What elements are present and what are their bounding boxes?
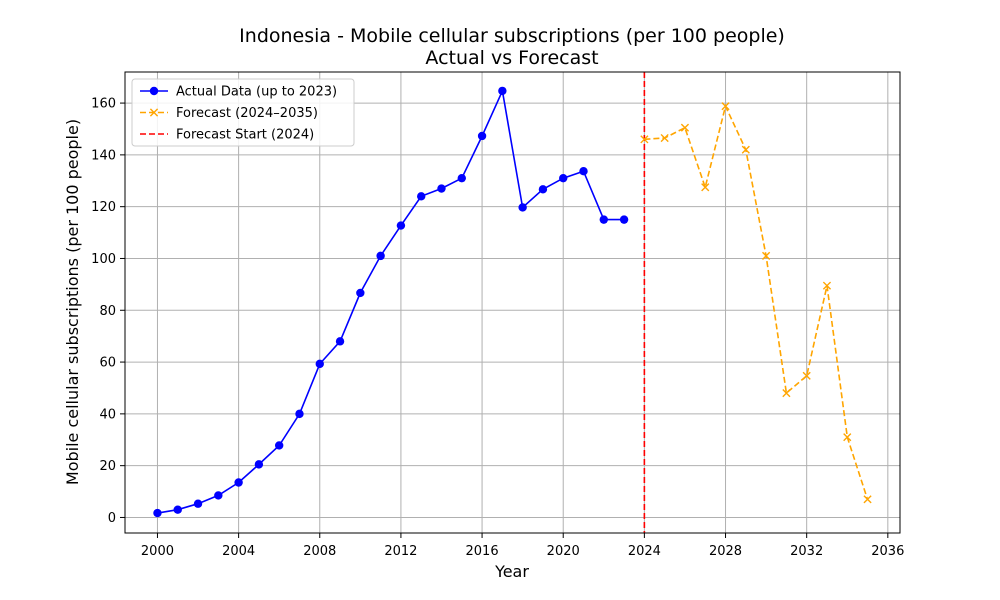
data-point	[477, 131, 487, 141]
series-line-1	[644, 103, 869, 500]
legend: Actual Data (up to 2023) Forecast (2024–2…	[131, 78, 355, 147]
data-point	[741, 145, 750, 154]
data-point	[173, 505, 182, 514]
x-tick-label: 2004	[222, 544, 255, 559]
x-tick-label: 2016	[466, 544, 499, 559]
data-point	[559, 173, 568, 183]
y-tick-label: 0	[108, 511, 116, 526]
data-point	[274, 441, 284, 450]
data-point	[295, 409, 304, 419]
data-point	[417, 192, 426, 201]
x-axis: 2000 2004 2008 2012 2016 2020 2024 2028 2032 2036	[141, 533, 904, 559]
data-point	[254, 460, 264, 469]
legend-label: Forecast (2024–2035)	[176, 106, 318, 121]
data-point	[721, 102, 730, 111]
data-point	[376, 251, 385, 261]
x-axis-label: Year	[494, 562, 529, 581]
data-point	[599, 215, 608, 224]
data-point	[518, 203, 527, 212]
y-axis-label: Mobile cellular subscriptions (per 100 p…	[63, 119, 82, 485]
data-point	[863, 495, 872, 504]
y-tick-label: 100	[91, 252, 116, 267]
data-point	[153, 508, 162, 518]
y-tick-label: 80	[99, 304, 116, 319]
data-point	[437, 184, 446, 193]
x-tick-label: 2032	[790, 544, 823, 559]
x-tick-label: 2028	[709, 544, 742, 559]
x-tick-label: 2008	[303, 544, 336, 559]
data-point	[579, 166, 588, 176]
x-tick-label: 2020	[547, 544, 580, 559]
data-point	[782, 389, 791, 398]
grid	[125, 72, 900, 533]
x-tick-label: 2000	[141, 544, 174, 559]
y-tick-label: 60	[99, 356, 116, 371]
y-tick-label: 20	[99, 459, 116, 474]
data-point	[538, 185, 548, 194]
y-tick-label: 140	[91, 148, 116, 163]
y-tick-label: 160	[91, 97, 116, 112]
x-tick-label: 2012	[384, 544, 417, 559]
chart-title: Indonesia - Mobile cellular subscription…	[239, 25, 785, 47]
data-point	[356, 288, 365, 298]
chart-subtitle: Actual vs Forecast	[425, 47, 598, 69]
x-tick-label: 2024	[628, 544, 661, 559]
data-point	[335, 337, 345, 346]
legend-marker	[149, 108, 159, 117]
plot-area	[153, 72, 872, 533]
data-point	[701, 183, 710, 192]
data-point	[315, 359, 324, 369]
legend-label: Actual Data (up to 2023)	[176, 85, 337, 100]
data-point	[214, 491, 223, 500]
data-point	[396, 221, 406, 230]
data-point	[802, 371, 811, 380]
plot-frame	[124, 71, 901, 534]
legend-marker	[149, 86, 159, 96]
data-point	[619, 215, 629, 224]
y-tick-label: 40	[99, 407, 116, 422]
data-point	[680, 123, 690, 132]
y-tick-label: 120	[91, 200, 116, 215]
data-point	[660, 133, 669, 143]
data-point	[234, 478, 243, 487]
data-point	[843, 433, 852, 442]
data-point	[640, 135, 649, 144]
series-line-0	[157, 88, 625, 514]
data-point	[822, 281, 832, 290]
legend-box	[131, 78, 355, 147]
data-point	[193, 499, 203, 508]
legend-label: Forecast Start (2024)	[176, 128, 314, 143]
data-point	[457, 173, 466, 183]
data-point	[762, 251, 771, 260]
data-point	[498, 86, 507, 96]
x-tick-label: 2036	[871, 544, 904, 559]
y-axis: 0 20 40 60 80 100 120 140 160	[91, 97, 125, 526]
